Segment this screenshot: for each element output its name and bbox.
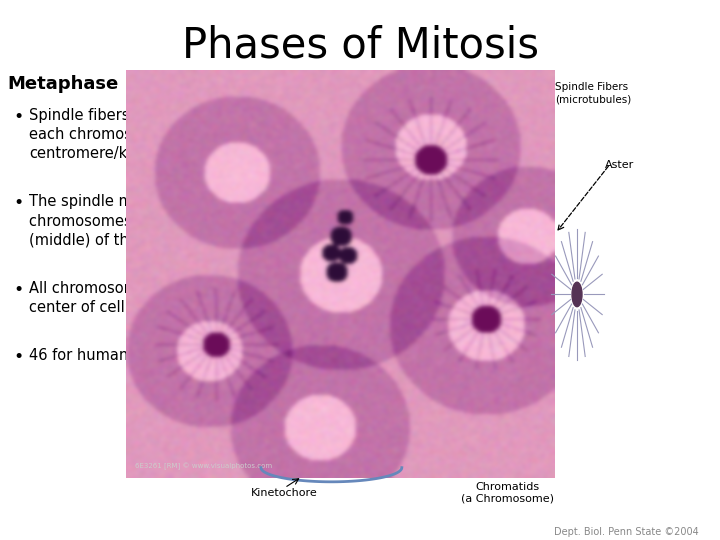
Text: •: • (13, 348, 23, 366)
Text: Phases of Mitosis: Phases of Mitosis (181, 24, 539, 66)
Text: Spindle fibers connect to
each chromosome at the
centromere/kinetochore: Spindle fibers connect to each chromosom… (29, 108, 212, 161)
Text: •: • (13, 281, 23, 299)
Text: Aster: Aster (605, 160, 634, 170)
Text: The spindle moves
chromosomes to the equator
(middle) of the cell: The spindle moves chromosomes to the equ… (29, 194, 241, 248)
Text: •: • (13, 194, 23, 212)
Text: Spindle Fibers
(microtubules): Spindle Fibers (microtubules) (556, 83, 631, 104)
Text: •: • (13, 108, 23, 126)
Text: Kinetochore: Kinetochore (251, 488, 318, 498)
Text: 46 for humans: 46 for humans (29, 348, 136, 363)
Text: 6E3261 [RM] © www.visualphotos.com: 6E3261 [RM] © www.visualphotos.com (135, 462, 271, 470)
Text: Chromatids
(a Chromosome): Chromatids (a Chromosome) (461, 482, 554, 503)
Text: Dept. Biol. Penn State ©2004: Dept. Biol. Penn State ©2004 (554, 527, 698, 537)
Text: All chromosomes line up at
center of cell: All chromosomes line up at center of cel… (29, 281, 228, 315)
Text: Metaphase: Metaphase (7, 75, 119, 92)
Circle shape (572, 282, 582, 307)
